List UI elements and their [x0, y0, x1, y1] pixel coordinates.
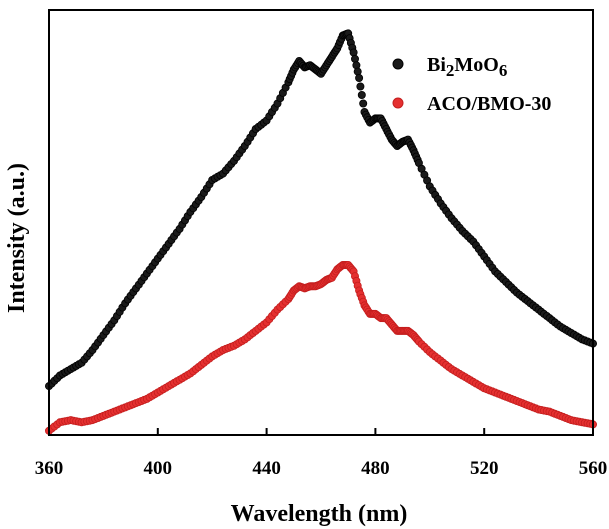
data-point-bi2moo6: [353, 67, 362, 76]
series-aco-bmo-30: [45, 260, 598, 435]
legend-marker-bi2moo6: [392, 58, 404, 70]
x-tick-label: 520: [470, 458, 499, 479]
data-point-bi2moo6: [355, 74, 364, 83]
plot-area: [45, 29, 598, 435]
legend-label-aco-bmo-30: ACO/BMO-30: [427, 93, 551, 115]
x-tick-label: 360: [35, 458, 64, 479]
x-tick-label: 560: [579, 458, 608, 479]
x-tick-label: 480: [361, 458, 390, 479]
data-point-bi2moo6: [357, 91, 366, 100]
data-point-bi2moo6: [359, 99, 368, 108]
legend-item-bi2moo6: Bi2MoO6: [392, 54, 507, 80]
y-axis-title: Intensity (a.u.): [4, 163, 30, 313]
data-point-bi2moo6: [356, 82, 365, 91]
x-axis-title: Wavelength (nm): [231, 501, 408, 527]
legend-label-bi2moo6: Bi2MoO6: [427, 54, 507, 80]
plot-frame: [48, 9, 594, 436]
legend-item-aco-bmo-30: ACO/BMO-30: [392, 93, 551, 115]
data-point-bi2moo6: [350, 54, 359, 63]
x-axis-ticks: 360 400 440 480 520 560: [35, 428, 608, 479]
series-bi2moo6: [45, 29, 598, 391]
x-tick-label: 440: [252, 458, 281, 479]
legend: Bi2MoO6 ACO/BMO-30: [392, 54, 551, 115]
x-tick-label: 400: [144, 458, 173, 479]
data-point-bi2moo6: [349, 48, 358, 57]
legend-marker-aco-bmo-30: [392, 97, 404, 109]
